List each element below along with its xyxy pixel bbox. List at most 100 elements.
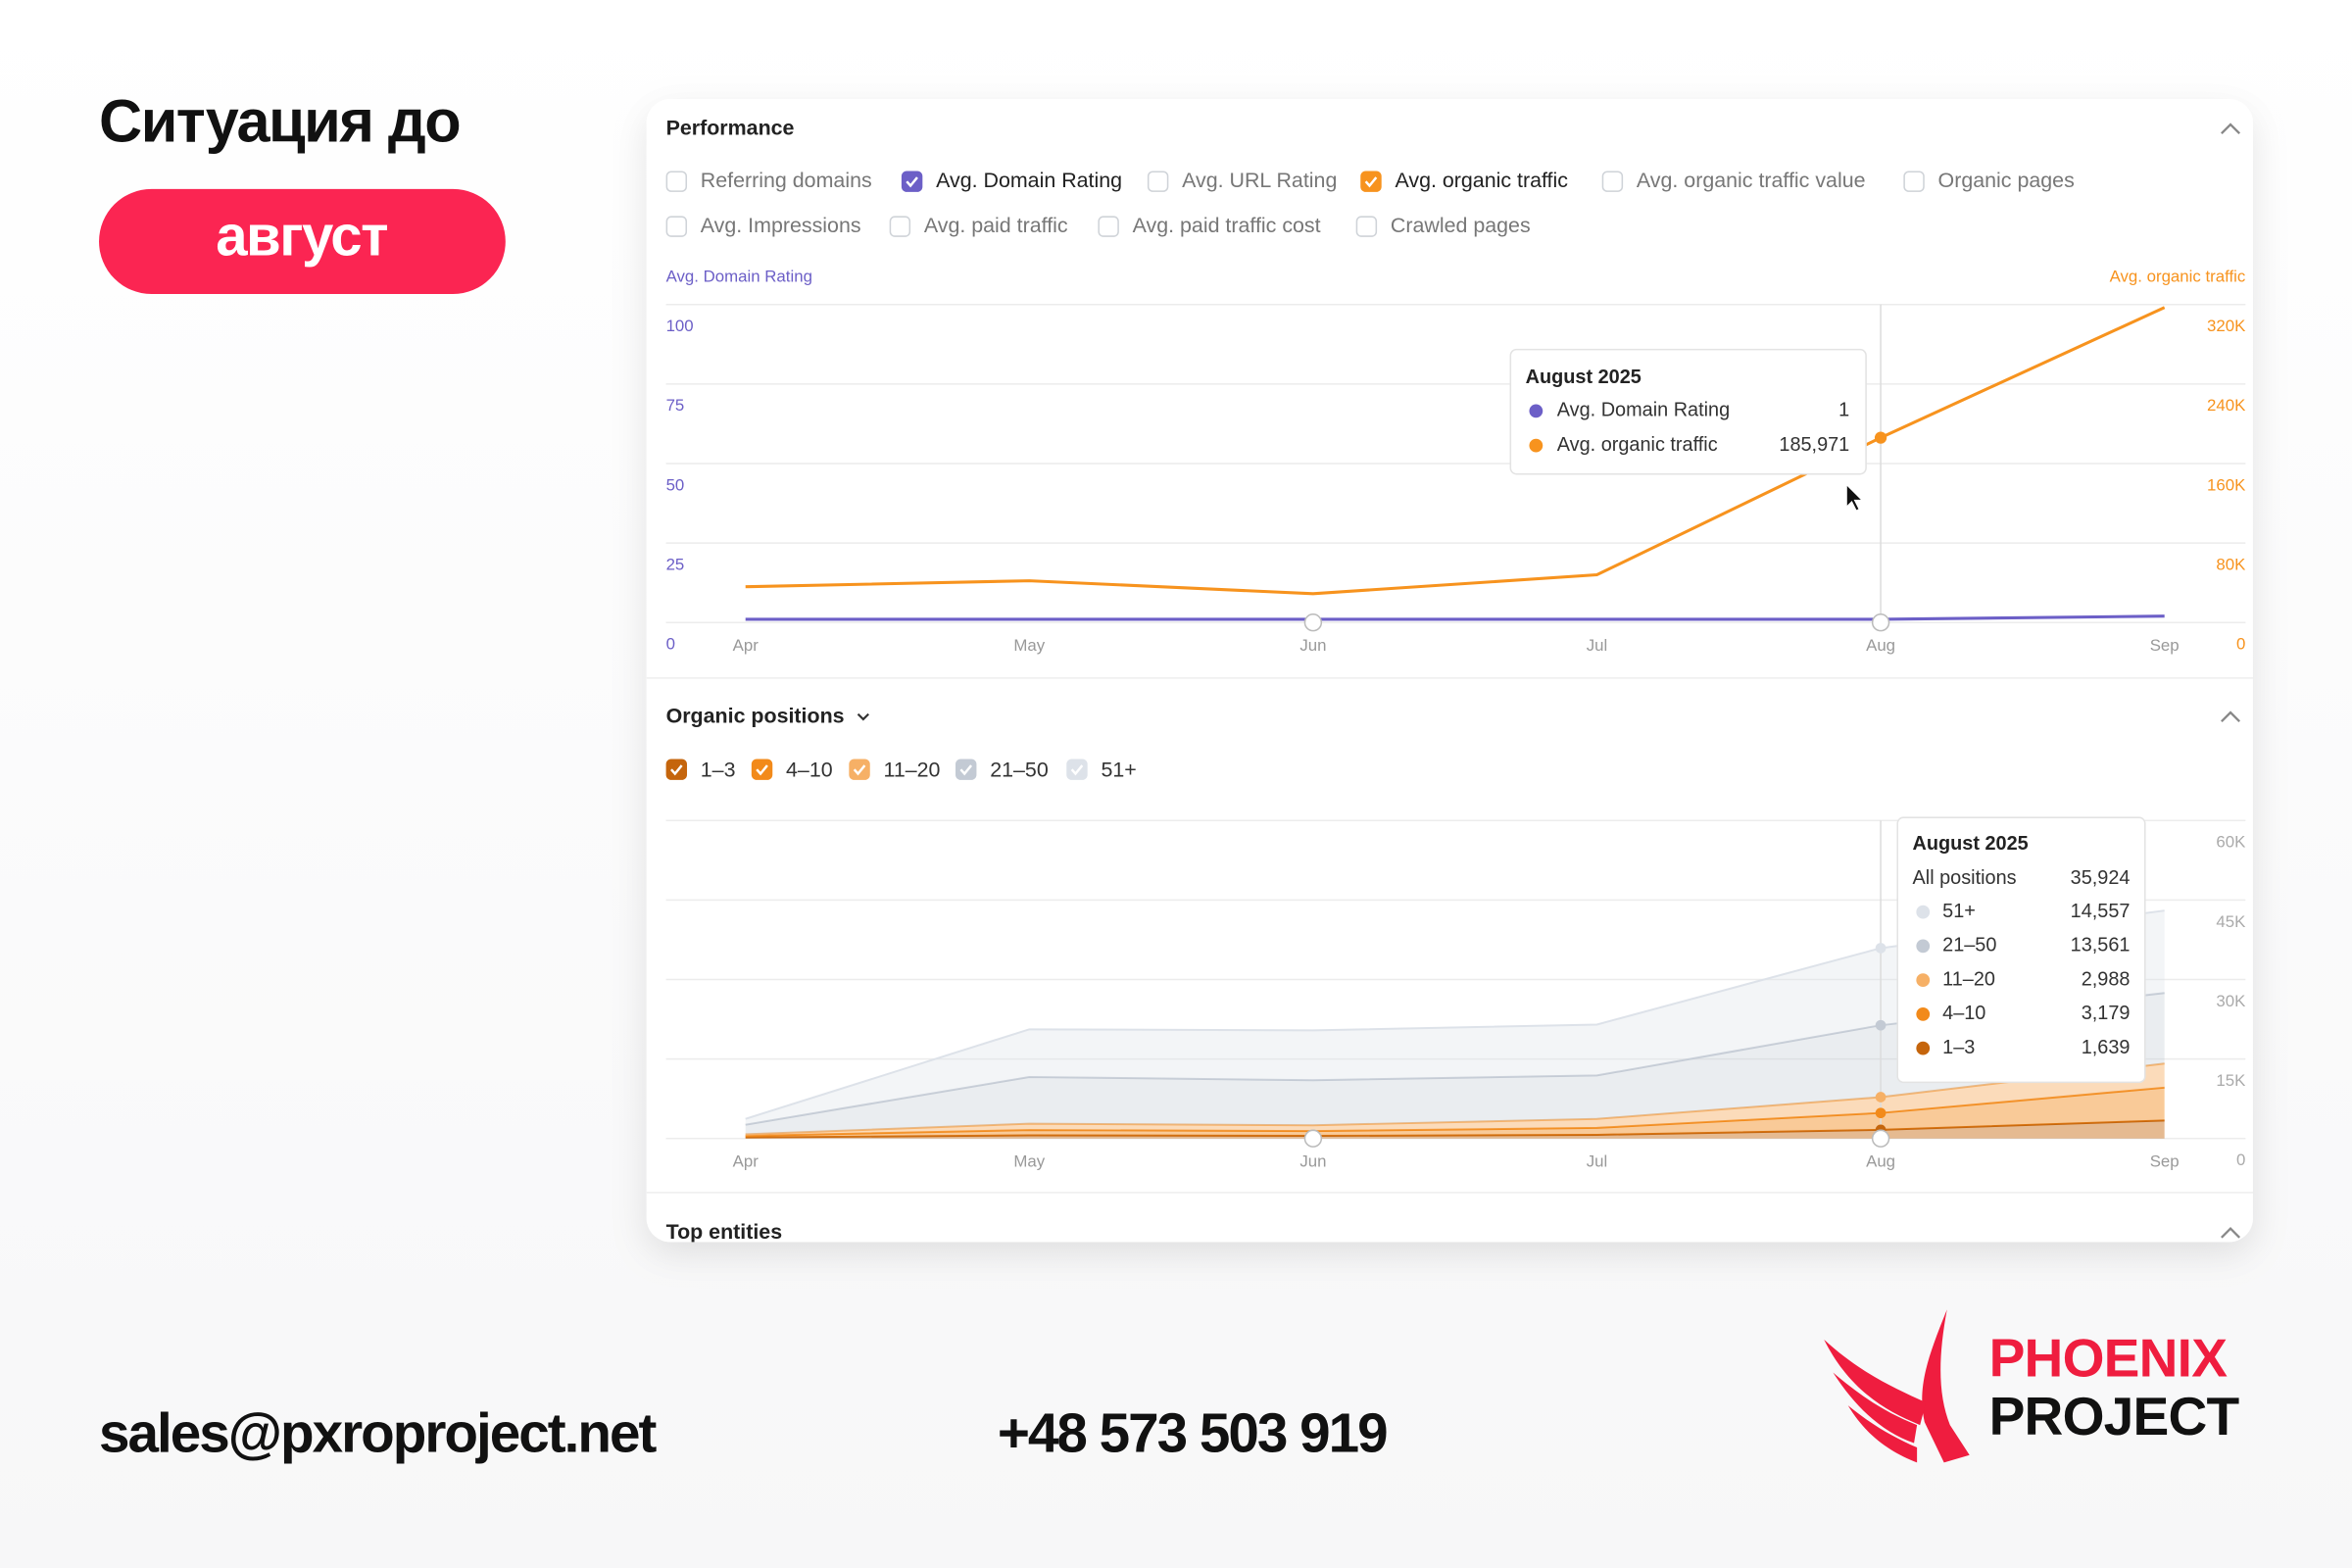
tooltip-value: 1 — [1838, 400, 1849, 421]
area — [745, 1087, 2165, 1138]
hover-point — [1875, 1107, 1886, 1119]
legend-label[interactable]: 1–3 — [701, 758, 736, 781]
checkbox[interactable] — [665, 171, 688, 192]
dropdown-icon[interactable] — [857, 712, 869, 721]
tooltip-name: 51+ — [1942, 901, 1976, 922]
tooltip-name: 4–10 — [1942, 1003, 1985, 1024]
event-marker — [1303, 613, 1323, 632]
checkmark — [906, 176, 918, 188]
logo-line1: PHOENIX — [1989, 1327, 2229, 1388]
checkbox[interactable] — [1360, 171, 1382, 192]
x-tick-label: Apr — [733, 636, 760, 655]
checkbox[interactable] — [1903, 171, 1925, 192]
legend-label[interactable]: 4–10 — [786, 758, 833, 781]
checkbox[interactable] — [889, 216, 911, 237]
checkmark — [853, 764, 866, 776]
x-tick-label: Sep — [2150, 1152, 2180, 1171]
tooltip-dot — [1916, 1006, 1931, 1021]
checkbox[interactable] — [1066, 759, 1088, 780]
checkbox[interactable] — [665, 759, 688, 780]
y2-tick-label: 320K — [2207, 317, 2246, 335]
logo-line2: PROJECT — [1989, 1386, 2240, 1446]
y-tick-label: 45K — [2216, 912, 2246, 931]
checkbox[interactable] — [1098, 216, 1119, 237]
checkbox[interactable] — [1147, 171, 1169, 192]
tooltip-dot — [1916, 1041, 1931, 1055]
tooltip-title: August 2025 — [1526, 367, 1642, 388]
metric-label[interactable]: Organic pages — [1938, 169, 2075, 192]
metric-label[interactable]: Avg. paid traffic — [924, 214, 1068, 237]
metric-label[interactable]: Avg. organic traffic — [1395, 169, 1568, 192]
area-line — [745, 1062, 2165, 1136]
metric-label[interactable]: Avg. Domain Rating — [936, 169, 1122, 192]
tooltip-dot — [1529, 404, 1544, 418]
metric-label[interactable]: Referring domains — [701, 169, 872, 192]
tooltip-name: Avg. Domain Rating — [1557, 400, 1730, 421]
metric-label[interactable]: Avg. Impressions — [701, 214, 861, 237]
tooltip-value: 3,179 — [2082, 1003, 2131, 1024]
y-tick-label: 50 — [666, 475, 685, 494]
tooltip — [1896, 816, 2146, 1084]
tooltip-name: 11–20 — [1942, 968, 1995, 990]
y-tick-label: 75 — [666, 396, 685, 415]
tooltip-value: 1,639 — [2082, 1037, 2131, 1058]
event-marker — [1871, 613, 1890, 632]
checkbox[interactable] — [665, 216, 688, 237]
y2-tick-label: 80K — [2216, 555, 2246, 573]
area-line — [745, 1119, 2165, 1139]
line — [745, 306, 2166, 596]
tooltip — [1509, 348, 1867, 475]
metric-label[interactable]: Avg. paid traffic cost — [1133, 214, 1321, 237]
metric-label[interactable]: Crawled pages — [1391, 214, 1531, 237]
section-title[interactable]: Organic positions — [666, 704, 845, 727]
checkmark — [756, 764, 768, 776]
tooltip-dot — [1916, 973, 1931, 987]
x-tick-label: May — [1013, 1152, 1045, 1171]
y-tick-label: 0 — [666, 635, 675, 654]
x-tick-label: Jul — [1587, 1152, 1608, 1171]
tooltip-total: 35,924 — [2071, 867, 2131, 889]
event-marker — [1303, 1129, 1323, 1148]
section-title: Top entities — [666, 1220, 783, 1244]
checkbox[interactable] — [751, 759, 773, 780]
legend-label[interactable]: 51+ — [1101, 758, 1136, 781]
metric-label[interactable]: Avg. URL Rating — [1182, 169, 1337, 192]
y-tick-label: 15K — [2216, 1071, 2246, 1090]
hover-point — [1875, 1019, 1886, 1031]
y-tick-label: 0 — [2236, 1151, 2245, 1169]
checkbox[interactable] — [1355, 216, 1378, 237]
x-tick-label: Jun — [1299, 636, 1326, 655]
tooltip-dot — [1916, 905, 1931, 919]
section-title: Performance — [666, 116, 795, 139]
logo-bird — [1824, 1309, 1970, 1463]
tooltip-name: 1–3 — [1942, 1037, 1975, 1058]
legend-label[interactable]: 21–50 — [990, 758, 1049, 781]
checkmark — [959, 764, 973, 776]
legend-label[interactable]: 11–20 — [884, 758, 941, 781]
checkbox[interactable] — [901, 171, 923, 192]
slide-title: Ситуация до — [99, 88, 460, 155]
checkbox[interactable] — [1601, 171, 1624, 192]
x-tick-label: Aug — [1866, 636, 1895, 655]
y2-tick-label: 0 — [2236, 635, 2245, 654]
tooltip-value: 185,971 — [1779, 434, 1849, 456]
axis-title: Avg. organic traffic — [2110, 268, 2246, 286]
y-tick-label: 100 — [666, 317, 694, 335]
metric-label[interactable]: Avg. organic traffic value — [1637, 169, 1866, 192]
hover-point — [1875, 943, 1886, 954]
checkbox[interactable] — [849, 759, 870, 780]
checkbox[interactable] — [956, 759, 977, 780]
area — [745, 910, 2165, 1125]
x-tick-label: May — [1013, 636, 1045, 655]
area — [745, 1120, 2165, 1139]
y-tick-label: 25 — [666, 555, 685, 573]
panel-content: Performance Organic positions Top entiti… — [646, 116, 2253, 1244]
checkmark — [1364, 176, 1378, 188]
email: sales@pxroproject.net — [99, 1402, 657, 1464]
badge-text: август — [216, 204, 387, 268]
collapse-icon[interactable] — [2221, 122, 2241, 1239]
x-tick-label: Jul — [1587, 636, 1608, 655]
